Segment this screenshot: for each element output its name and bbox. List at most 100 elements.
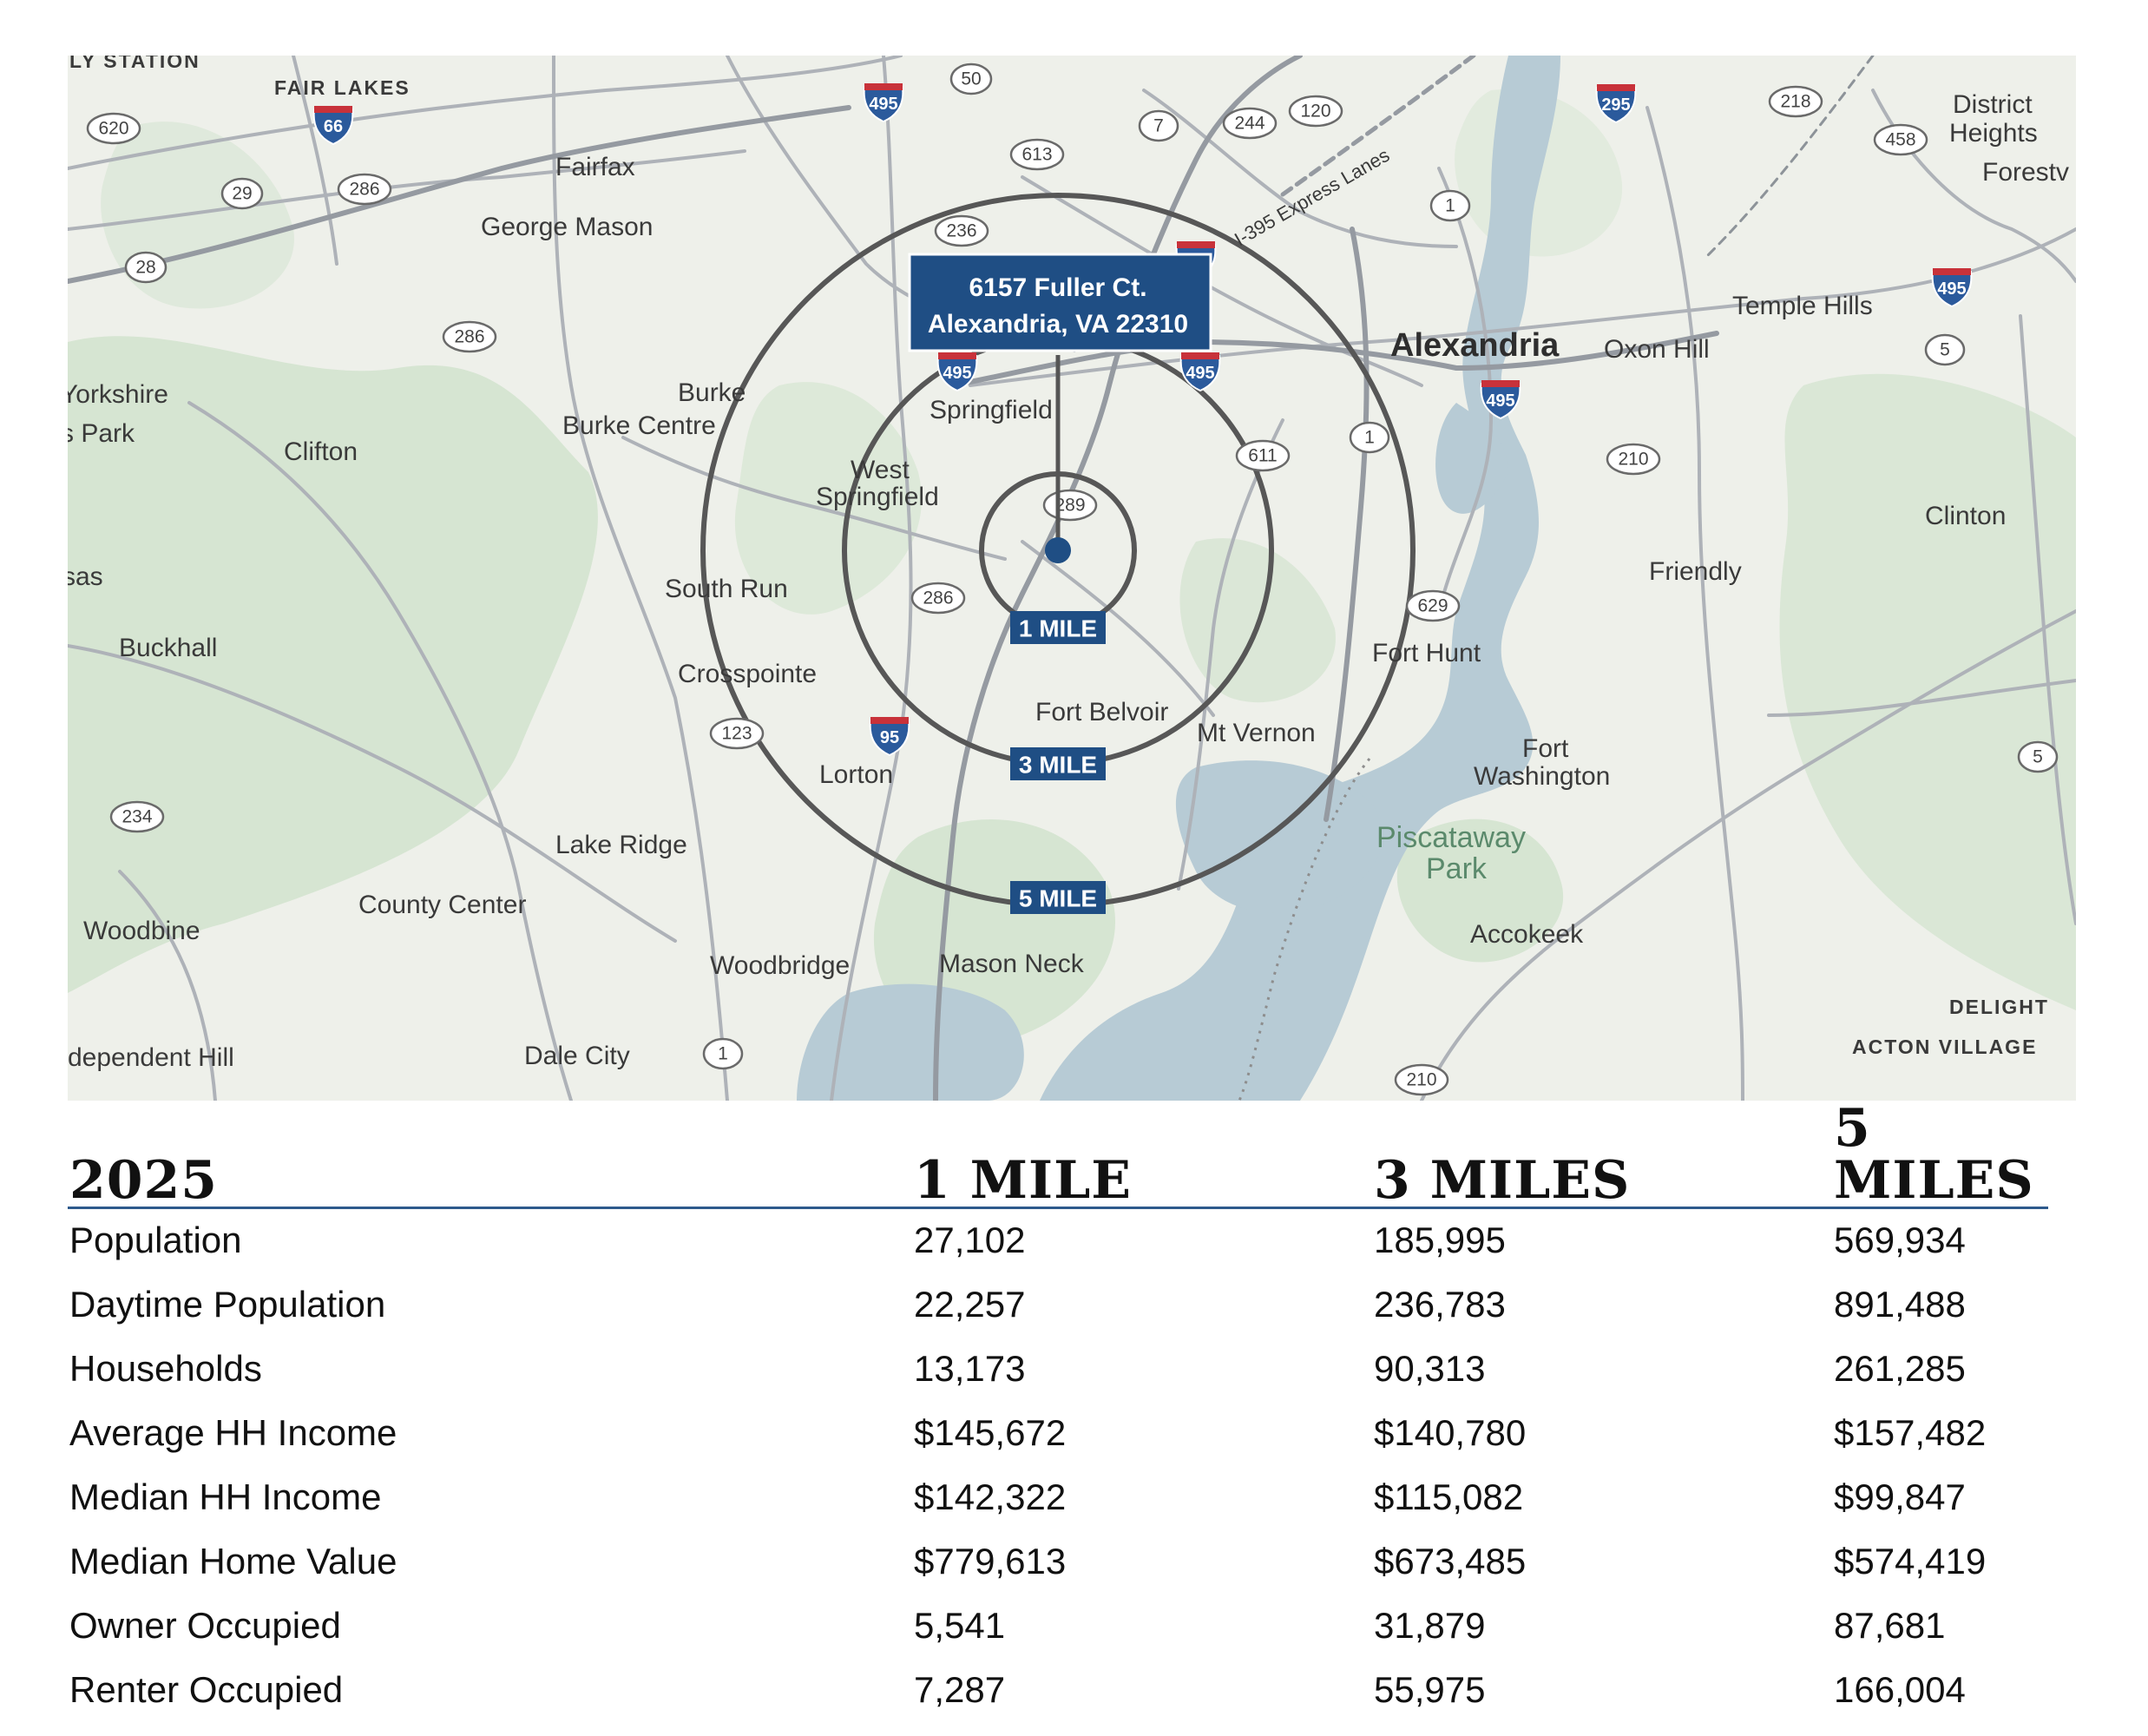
place-label: Accokeek [1470, 920, 1584, 949]
table-row: Owner Occupied 5,541 31,879 87,681 [68, 1595, 2048, 1659]
header-3-miles: 3 MILES [1374, 1150, 1631, 1211]
value-3-miles: $673,485 [1374, 1541, 1527, 1581]
interstate-shield-label: 495 [1937, 279, 1966, 299]
route-shield-label: 458 [1885, 130, 1915, 150]
route-shield-label: 5 [1940, 340, 1950, 360]
route-shield-label: 218 [1780, 92, 1810, 112]
interstate-shield-label: 495 [869, 95, 897, 114]
value-3-miles: $115,082 [1374, 1476, 1524, 1517]
interstate-shield-label: 295 [1601, 95, 1630, 115]
place-label: Burke Centre [562, 411, 716, 440]
value-5-miles: $99,847 [1834, 1476, 1966, 1517]
place-label: Dale City [524, 1042, 630, 1070]
value-1-mile: $779,613 [914, 1541, 1067, 1581]
route-shield-label: 244 [1234, 114, 1264, 134]
place-label: Piscataway [1376, 821, 1526, 854]
interstate-shield-label: 495 [1486, 391, 1514, 411]
place-label: Fort Hunt [1372, 639, 1481, 667]
route-shield-icon: 218 [1768, 85, 1823, 118]
route-shield-icon: 120 [1288, 95, 1343, 128]
interstate-shield-icon: 495 [863, 83, 904, 123]
header-5-miles: 5 MILES [1834, 1098, 2034, 1211]
value-1-mile: $142,322 [914, 1476, 1067, 1517]
map-roads [68, 56, 2076, 1101]
route-shield-label: 286 [349, 180, 379, 200]
value-1-mile: 7,287 [914, 1669, 1006, 1710]
route-shield-label: 289 [1054, 496, 1085, 516]
place-label: FAIR LAKES [274, 76, 411, 99]
value-3-miles: 185,995 [1374, 1220, 1506, 1260]
route-shield-icon: 1 [1429, 189, 1471, 222]
value-5-miles: $157,482 [1834, 1412, 1987, 1453]
table-row: Median Home Value $779,613 $673,485 $574,41… [68, 1530, 2048, 1595]
ring-label-text: 5 MILE [1019, 885, 1097, 912]
place-label: Friendly [1649, 557, 1742, 586]
route-shield-label: 7 [1153, 116, 1164, 136]
table-header: 2025 1 MILE 3 MILES 5 MILES [68, 1102, 2048, 1211]
route-shield-label: 236 [946, 221, 976, 241]
value-3-miles: $140,780 [1374, 1412, 1527, 1453]
place-label: Park [1426, 852, 1488, 885]
place-label: Woodbridge [710, 951, 850, 980]
value-5-miles: $574,419 [1834, 1541, 1987, 1581]
route-shield-label: 234 [122, 807, 152, 827]
row-label: Median HH Income [69, 1476, 382, 1517]
ring-label-text: 1 MILE [1019, 615, 1097, 642]
route-shield-label: 620 [98, 119, 128, 139]
demographics-table: 2025 1 MILE 3 MILES 5 MILES Population 27… [68, 1102, 2048, 1723]
route-shield-label: 629 [1417, 596, 1448, 616]
route-shield-label: 210 [1406, 1070, 1436, 1090]
ring-label-1-mile: 1 MILE [1010, 611, 1106, 644]
interstate-shield-icon: 495 [1931, 268, 1973, 308]
row-label: Households [69, 1348, 262, 1389]
place-label: South Run [665, 575, 788, 603]
place-label: Springfield [929, 396, 1053, 424]
route-shield-icon: 1 [702, 1037, 744, 1070]
ring-label-text: 3 MILE [1019, 752, 1097, 779]
place-label: dependent Hill [68, 1043, 234, 1072]
map-major-roads [68, 56, 1875, 1101]
map[interactable]: LY STATION FAIR LAKES Fairfax George Mas… [68, 56, 2076, 1101]
site-pin-icon[interactable] [1045, 537, 1071, 563]
route-shield-icon: 458 [1873, 123, 1928, 156]
route-shield-label: 1 [1445, 196, 1455, 216]
row-label: Average HH Income [69, 1412, 397, 1453]
route-shield-icon: 5 [2017, 740, 2059, 773]
value-5-miles: 87,681 [1834, 1605, 1946, 1646]
interstate-shield-icon: 95 [869, 717, 910, 757]
address-callout[interactable]: 6157 Fuller Ct. Alexandria, VA 22310 [908, 253, 1212, 352]
place-label: Crosspointe [678, 660, 817, 688]
route-shield-icon: 7 [1138, 109, 1179, 142]
route-shield-icon: 123 [709, 717, 765, 750]
route-shield-label: 611 [1248, 446, 1277, 466]
ring-label-5-mile: 5 MILE [1010, 881, 1106, 914]
route-shield-label: 613 [1021, 145, 1052, 165]
route-shield-label: 210 [1618, 450, 1648, 470]
place-label: Woodbine [83, 917, 200, 945]
interstate-shield-icon: 66 [312, 106, 354, 146]
row-label: Renter Occupied [69, 1669, 344, 1710]
route-shield-icon: 234 [109, 800, 165, 833]
route-shield-label: 286 [923, 589, 953, 608]
route-shield-label: 120 [1300, 102, 1330, 122]
route-shield-icon: 286 [442, 320, 497, 353]
route-shield-label: 1 [1364, 428, 1375, 448]
place-label: District [1953, 90, 2033, 119]
place-label: sas [68, 562, 103, 591]
route-shield-icon: 613 [1009, 138, 1065, 171]
route-shield-icon: 286 [337, 173, 392, 206]
route-shields: 620 29 286 28 286 50 613 7 244 120 236 218 458 1 5 210 6… [86, 62, 2059, 1096]
row-label: Population [69, 1220, 242, 1260]
route-shield-icon: 629 [1405, 589, 1461, 622]
table-row: Median HH Income $142,322 $115,082 $99,847 [68, 1466, 2048, 1530]
place-label: DELIGHT [1949, 996, 2049, 1018]
route-shield-label: 123 [721, 724, 752, 744]
route-shield-icon: 29 [220, 177, 264, 210]
place-label: Clinton [1925, 502, 2006, 530]
callout-line-1: 6157 Fuller Ct. [969, 273, 1146, 302]
value-5-miles: 261,285 [1834, 1348, 1966, 1389]
place-label: George Mason [481, 213, 653, 241]
callout-line-2: Alexandria, VA 22310 [928, 310, 1188, 339]
map-canvas[interactable]: LY STATION FAIR LAKES Fairfax George Mas… [68, 56, 2076, 1101]
value-3-miles: 31,879 [1374, 1605, 1486, 1646]
